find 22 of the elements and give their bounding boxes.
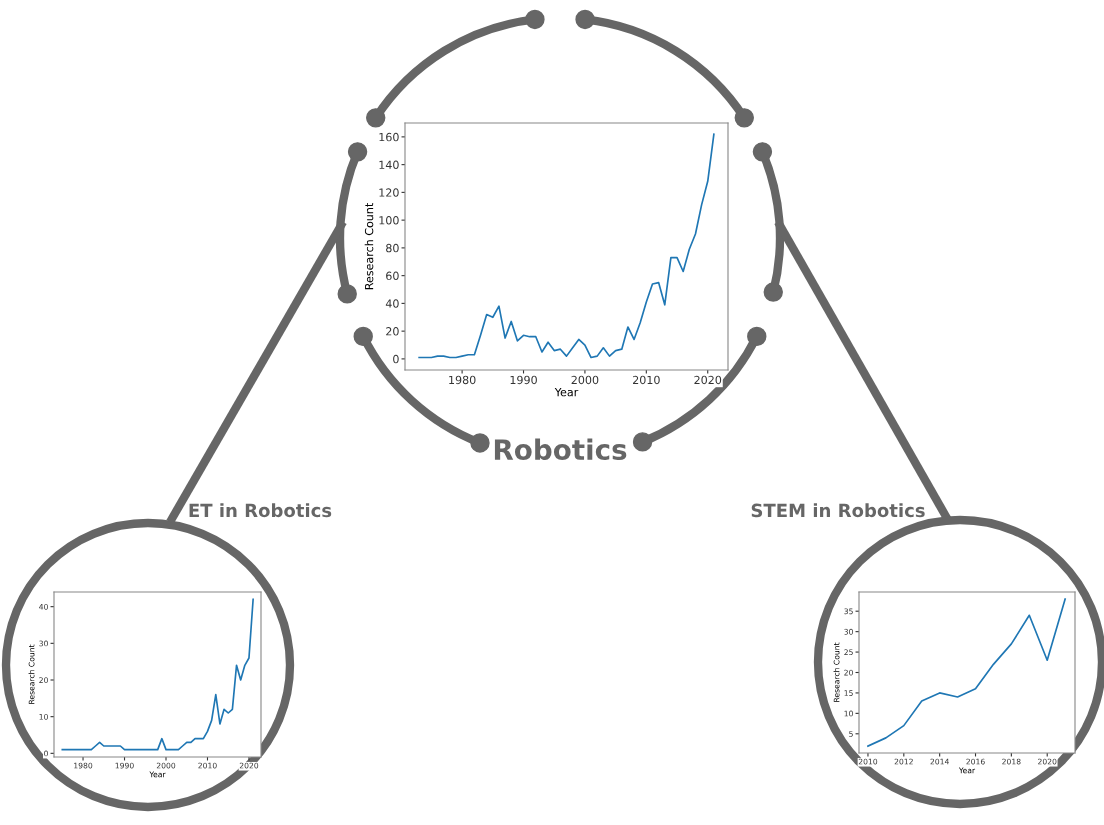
x-tick-label: 2010	[633, 375, 660, 385]
y-tick-label: 20	[386, 327, 399, 336]
y-axis-title: Research Count	[364, 203, 374, 290]
y-tick-label: 0	[393, 354, 399, 364]
line-series	[867, 598, 1066, 747]
y-tick-label: 100	[379, 216, 399, 225]
y-tick-label: 60	[386, 271, 399, 281]
x-tick-label: 2020	[694, 375, 722, 385]
y-tick-label: 80	[386, 243, 399, 253]
line-series	[418, 133, 715, 359]
x-axis-title: Year	[554, 388, 579, 397]
chart-title: STEM in Robotics	[751, 503, 925, 518]
y-tick-label: 120	[379, 188, 399, 197]
x-tick-label: 1990	[510, 375, 537, 385]
y-tick-label: 160	[379, 132, 399, 142]
x-tick-label: 1980	[449, 375, 476, 385]
line-series	[61, 598, 254, 751]
chart-title: ET in Robotics	[189, 503, 332, 518]
text: Robotics	[494, 438, 627, 461]
y-tick-label: 40	[385, 299, 399, 308]
x-tick-label: 2000	[571, 375, 599, 385]
y-tick-label: 140	[379, 160, 399, 170]
